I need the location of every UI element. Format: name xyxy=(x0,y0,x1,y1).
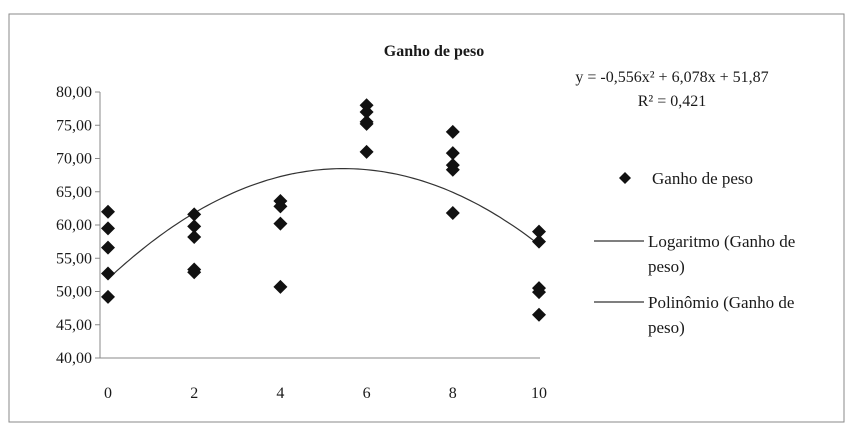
data-point xyxy=(101,240,115,255)
y-tick-label: 65,00 xyxy=(56,184,92,201)
legend-label-ganho: Ganho de peso xyxy=(652,169,753,188)
data-point xyxy=(359,116,374,131)
data-point xyxy=(101,204,115,219)
y-tick-label: 40,00 xyxy=(56,350,92,367)
y-tick-label: 55,00 xyxy=(56,250,92,267)
legend-label-logaritmo-line2: peso) xyxy=(648,257,685,276)
x-tick-label: 0 xyxy=(104,385,112,402)
data-point xyxy=(187,207,202,222)
chart-frame xyxy=(8,13,845,423)
y-tick-label: 45,00 xyxy=(56,317,92,334)
y-tick-label: 75,00 xyxy=(56,117,92,134)
x-tick-label: 2 xyxy=(190,385,198,402)
legend-label-polinomio-line1: Polinômio (Ganho de xyxy=(648,293,794,312)
data-point xyxy=(445,146,460,161)
y-tick-label: 60,00 xyxy=(56,217,92,234)
data-point xyxy=(532,285,546,300)
trendline-group xyxy=(107,168,540,280)
data-point xyxy=(532,234,546,249)
y-tick-label: 70,00 xyxy=(56,151,92,168)
y-tick-label: 50,00 xyxy=(56,284,92,301)
trendline-r-squared: R² = 0,421 xyxy=(638,93,707,110)
legend-marker-diamond-icon xyxy=(619,172,631,184)
x-tick-group: 0 2 4 6 8 10 xyxy=(104,385,547,402)
data-point xyxy=(187,229,202,244)
data-point xyxy=(445,206,460,221)
x-tick-label: 4 xyxy=(276,385,284,402)
y-tick-label: 80,00 xyxy=(56,84,92,101)
data-point xyxy=(445,162,460,177)
data-point xyxy=(273,279,288,294)
data-point xyxy=(101,266,115,281)
polynomial-trendline xyxy=(107,168,540,280)
legend: Ganho de peso Logaritmo (Ganho de peso) … xyxy=(594,169,795,337)
x-tick-label: 10 xyxy=(531,385,547,402)
data-point xyxy=(273,199,288,214)
data-point xyxy=(532,307,546,322)
data-point xyxy=(359,104,374,119)
scatter-points xyxy=(101,98,546,322)
x-tick-label: 6 xyxy=(363,385,371,402)
legend-label-logaritmo-line1: Logaritmo (Ganho de xyxy=(648,232,795,251)
y-tick-group: 80,00 75,00 70,00 65,00 60,00 55,00 50,00 45,00… xyxy=(56,84,100,367)
data-point xyxy=(445,124,460,139)
x-tick-label: 8 xyxy=(449,385,457,402)
chart-title: Ganho de peso xyxy=(384,43,484,60)
data-point xyxy=(101,289,115,304)
data-point xyxy=(359,144,374,159)
data-point xyxy=(532,224,546,239)
data-point xyxy=(273,216,288,231)
data-point xyxy=(101,221,115,236)
data-point xyxy=(187,219,202,234)
trendline-equation: y = -0,556x² + 6,078x + 51,87 xyxy=(575,69,768,86)
data-point xyxy=(187,265,202,280)
legend-label-polinomio-line2: peso) xyxy=(648,318,685,337)
